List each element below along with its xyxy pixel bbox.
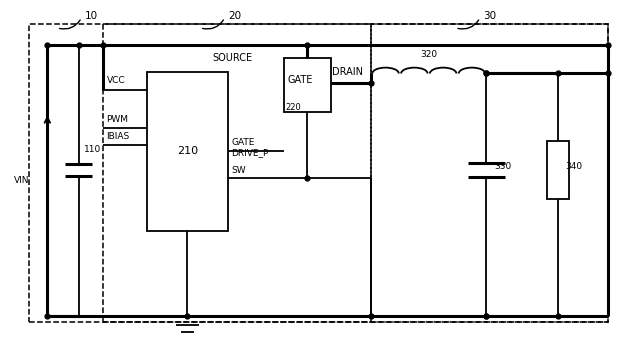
Text: SW: SW (231, 166, 246, 174)
Text: 330: 330 (494, 162, 511, 171)
Text: 10: 10 (85, 11, 98, 21)
Text: IBIAS: IBIAS (107, 132, 130, 141)
Bar (284, 58, 331, 113)
Text: 20: 20 (228, 11, 241, 21)
Text: SOURCE: SOURCE (212, 53, 253, 63)
Text: 210: 210 (177, 147, 198, 156)
Text: GATE: GATE (231, 138, 255, 148)
Text: PWM: PWM (107, 115, 129, 124)
Text: DRAIN: DRAIN (332, 67, 363, 78)
Text: VIN: VIN (14, 176, 30, 185)
Text: 30: 30 (483, 11, 496, 21)
Bar (147, 72, 228, 231)
Text: 320: 320 (420, 50, 437, 60)
Text: GATE: GATE (287, 75, 313, 85)
Bar (104, 24, 371, 322)
Text: DRIVE_P: DRIVE_P (231, 149, 268, 157)
Bar (547, 141, 569, 199)
Bar (29, 24, 608, 322)
Text: VCC: VCC (107, 76, 125, 85)
Text: 220: 220 (286, 103, 301, 112)
Bar (371, 24, 608, 322)
Text: 340: 340 (565, 162, 583, 171)
Text: 110: 110 (84, 145, 100, 154)
